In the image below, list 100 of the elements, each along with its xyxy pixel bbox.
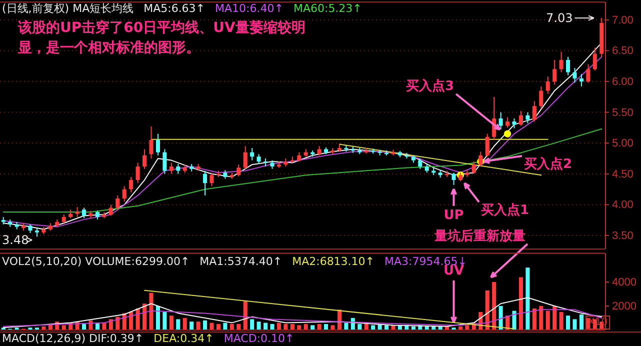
- annotation: MA5:6.63↑: [144, 2, 206, 15]
- bar: [358, 324, 362, 330]
- y-tick-label: 4.00: [612, 199, 634, 212]
- candlestick: [243, 146, 248, 170]
- candlestick: [518, 110, 523, 126]
- bar: [532, 308, 536, 330]
- bar: [344, 322, 348, 330]
- candlestick: [586, 64, 590, 84]
- bar: [196, 322, 200, 330]
- candlestick: [418, 158, 422, 170]
- bar: [324, 324, 328, 330]
- candlestick: [532, 100, 536, 122]
- bar: [62, 325, 66, 330]
- candlestick: [552, 59, 557, 86]
- bar: [203, 320, 208, 330]
- candlestick: [256, 154, 261, 164]
- bar: [250, 319, 254, 330]
- y-tick-label: 4000: [612, 276, 636, 289]
- candlestick: [297, 152, 302, 162]
- bar: [256, 322, 261, 330]
- candlestick: [566, 56, 570, 76]
- candlestick: [136, 162, 140, 184]
- candlestick: [559, 51, 564, 73]
- bar: [371, 325, 376, 330]
- candlestick: [526, 112, 530, 124]
- y-tick-label: 5.00: [612, 138, 634, 150]
- bar: [566, 316, 570, 330]
- candlestick: [317, 146, 322, 156]
- candlestick: [142, 148, 147, 170]
- candlestick: [485, 133, 490, 158]
- y-tick-label: 5.50: [612, 106, 634, 119]
- annotation: 量坑后重新放量: [434, 228, 526, 244]
- candlestick: [122, 186, 126, 202]
- y-tick-label: 6.00: [612, 76, 634, 88]
- candlestick: [250, 147, 254, 161]
- bar: [539, 306, 544, 330]
- candlestick: [592, 47, 597, 71]
- candlestick: [546, 76, 550, 94]
- bar: [236, 324, 241, 330]
- bar: [230, 324, 234, 330]
- annotation: MA10:6.40↑: [215, 2, 284, 15]
- annotation: UP: [444, 208, 464, 223]
- annotation: 7.03: [546, 11, 573, 25]
- candlestick: [512, 118, 516, 129]
- annotation: (日线,前复权) MA短长均线: [2, 2, 134, 15]
- bar: [552, 306, 557, 330]
- candlestick: [176, 164, 180, 174]
- bar: [243, 301, 248, 330]
- point: [504, 130, 512, 138]
- candlestick: [203, 170, 208, 196]
- candlestick: [572, 67, 577, 84]
- bar: [223, 322, 228, 330]
- candlestick: [506, 116, 510, 128]
- candlestick: [452, 172, 456, 186]
- candlestick: [149, 126, 154, 159]
- bar: [485, 290, 490, 330]
- bar: [169, 316, 174, 330]
- candlestick: [236, 164, 241, 177]
- bar: [264, 322, 268, 330]
- bar: [572, 319, 577, 330]
- annotation: 买入点1: [480, 202, 530, 218]
- bar: [270, 324, 274, 330]
- candlestick: [539, 86, 544, 110]
- candlestick: [498, 112, 503, 130]
- candlestick: [129, 176, 134, 193]
- bar: [364, 324, 368, 330]
- y-tick-label: 3.50: [612, 230, 634, 242]
- text: MACD(12,26,9) DIF:0.39↑: [2, 332, 144, 345]
- bar: [297, 325, 302, 330]
- candlestick: [210, 172, 214, 187]
- bar: [162, 312, 167, 330]
- annotation: 买入点3: [406, 78, 454, 94]
- bar: [310, 325, 315, 330]
- bar: [559, 312, 564, 330]
- text: DEA:0.34↑: [154, 332, 214, 345]
- candlestick: [82, 207, 86, 219]
- annotation: MA1:5374.40↑: [200, 255, 282, 268]
- bar: [317, 324, 322, 330]
- candlestick: [108, 204, 113, 216]
- bar: [492, 282, 496, 330]
- bar: [304, 324, 308, 330]
- candlestick: [156, 133, 160, 156]
- candlestick: [472, 161, 476, 174]
- bar: [579, 314, 584, 330]
- candlestick: [116, 194, 120, 210]
- candlestick: [169, 162, 174, 174]
- candlestick: [75, 206, 80, 218]
- bar: [284, 324, 288, 330]
- y-tick-label: 6.50: [612, 45, 634, 58]
- y-tick-label: 7.00: [612, 14, 634, 26]
- text: MACD:0.10↑: [224, 332, 294, 345]
- bar: [82, 324, 86, 330]
- annotation: 3.48: [2, 233, 29, 247]
- bar: [518, 277, 523, 330]
- y-tick-label: 2000: [612, 300, 636, 313]
- bar: [276, 322, 281, 330]
- annotation: MA2:6813.10↑: [292, 255, 375, 268]
- y-tick-label: 4.50: [612, 168, 634, 180]
- bar: [210, 322, 214, 330]
- annotation: MA60:5.23↑: [293, 2, 362, 15]
